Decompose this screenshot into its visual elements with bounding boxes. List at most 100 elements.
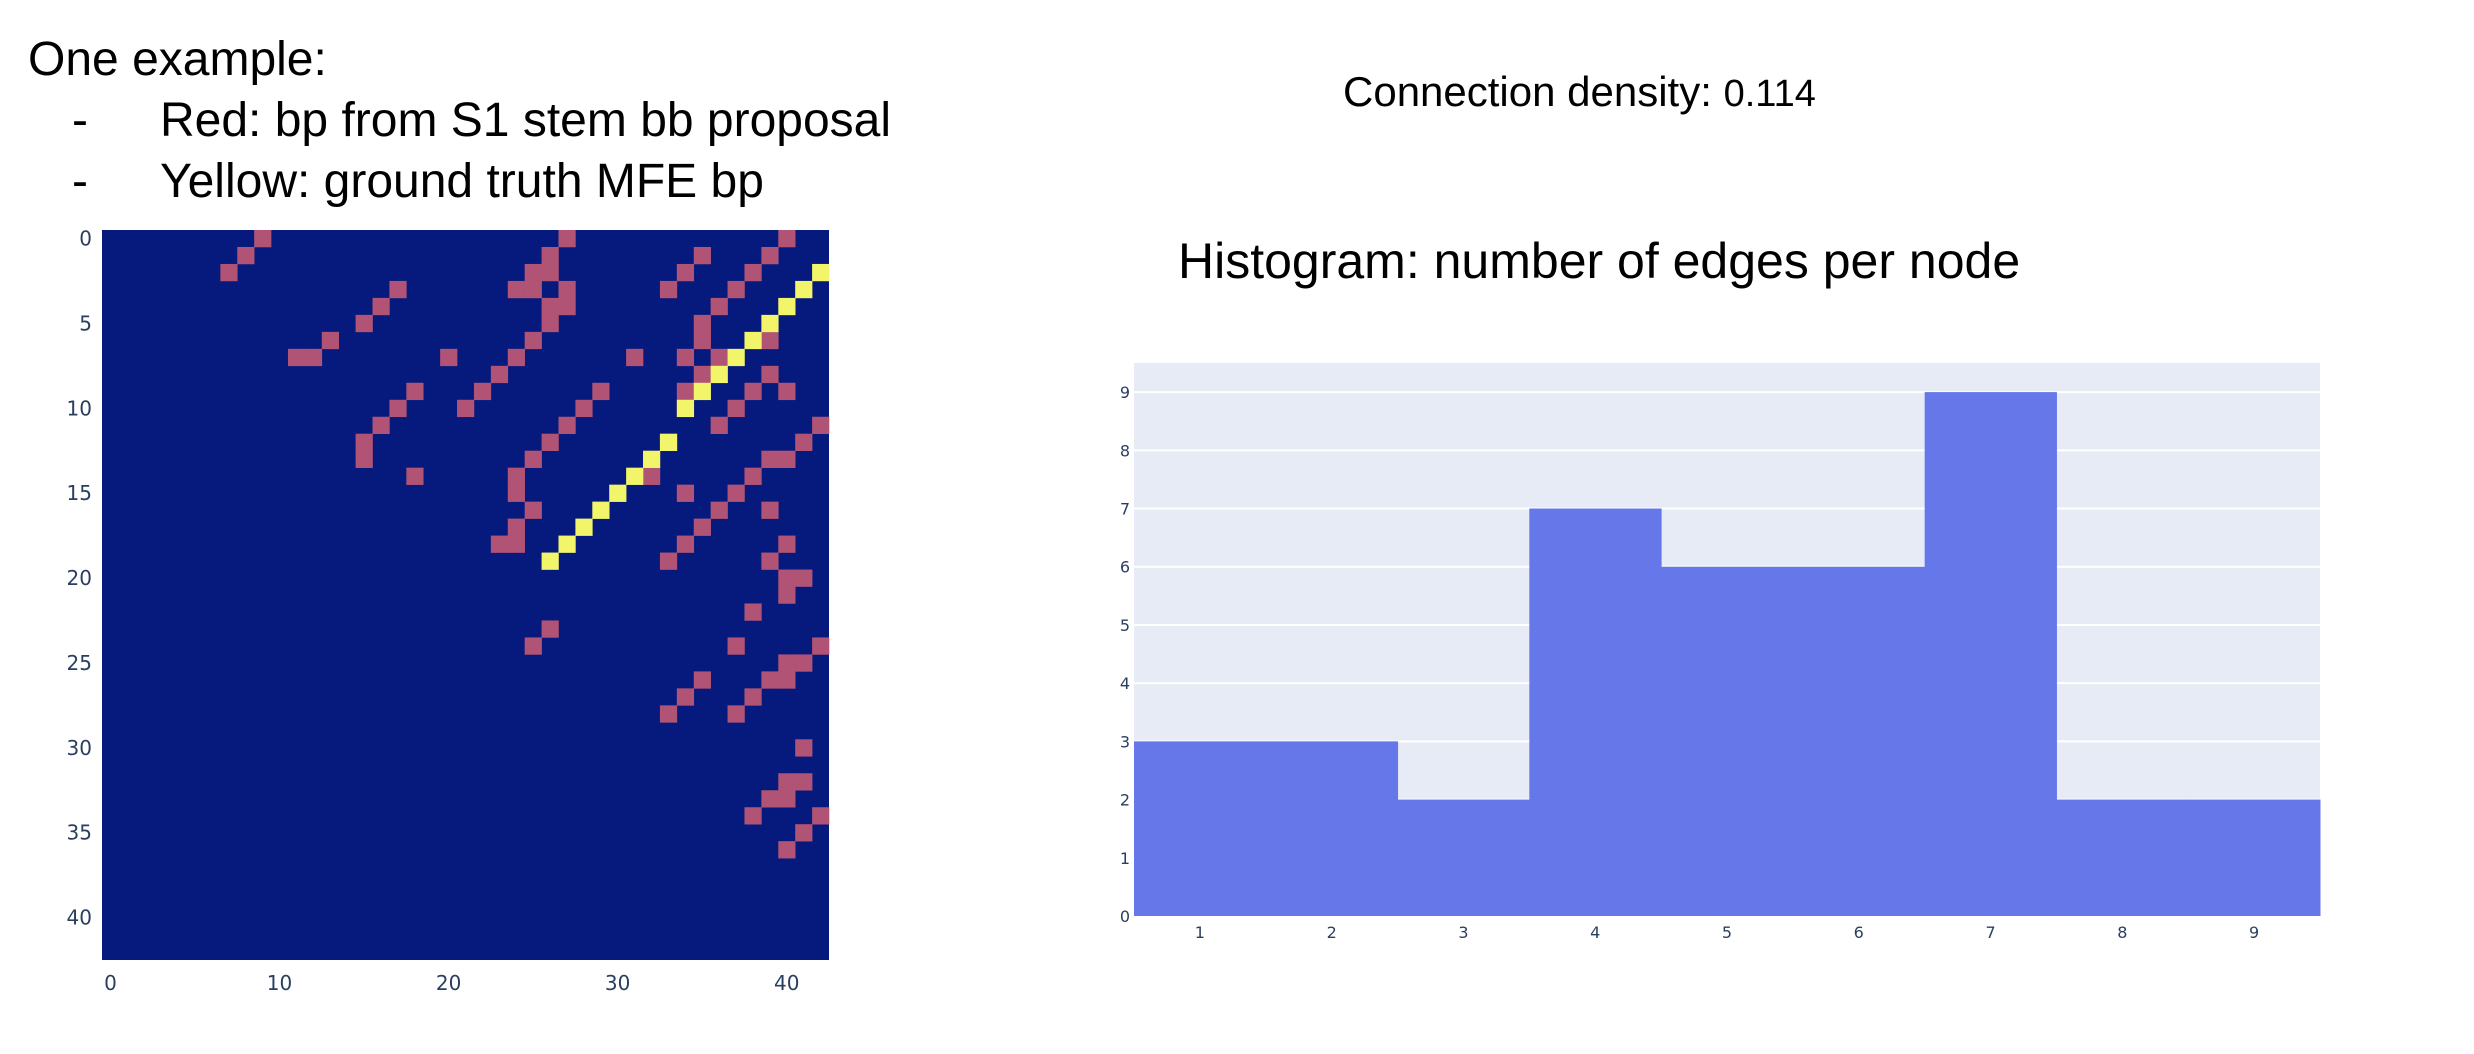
heatmap-cell-red [558,297,576,316]
heatmap-x-tick: 10 [267,971,292,995]
heatmap-cell-red [541,297,559,316]
histogram-x-tick: 8 [2117,923,2127,942]
heatmap-cell-red [761,552,779,570]
heatmap-cell-red [287,348,306,367]
heatmap-cell-red [676,348,695,367]
histogram-y-tick: 0 [1120,907,1130,926]
heatmap-cell-yellow [693,382,711,401]
heatmap-cell-red [812,637,830,655]
heatmap-cell-red [541,246,559,265]
heatmap-cell-red [761,365,779,384]
heatmap-cell-red [541,263,559,282]
heatmap-cell-yellow [727,348,745,367]
heatmap-cell-yellow [778,297,796,316]
heatmap-cell-red [321,331,339,350]
heatmap-cell-red [524,331,542,350]
heatmap-cell-red [744,807,762,825]
heatmap-cell-yellow [676,399,695,418]
heatmap-cell-red [727,484,745,502]
histogram-x-tick: 3 [1458,923,1468,942]
heatmap-cell-yellow [812,263,830,282]
heatmap-cell-red [744,688,762,706]
heatmap-cell-red [744,382,762,401]
heatmap-cell-red [372,297,390,316]
heatmap-cell-red [761,331,779,350]
heatmap-cell-red [524,637,542,655]
heatmap-cell-red [355,433,373,451]
heatmap-cell-red [406,382,424,401]
heatmap-cell-red [558,230,576,248]
heatmap-cell-red [507,280,525,299]
bullet-yellow-text: Yellow: ground truth MFE bp [160,155,764,208]
heatmap-cell-red [761,671,779,689]
heatmap-cell-red [676,688,695,706]
heatmap-cell-red [693,365,711,384]
heatmap-cell-red [659,705,678,723]
heatmap-y-tick: 0 [79,226,92,250]
heatmap-cell-red [778,450,796,468]
heatmap-cell-red [304,348,323,367]
heatmap-cell-red [389,399,407,418]
histogram-y-tick: 3 [1120,732,1130,751]
heatmap-cell-yellow [744,331,762,350]
density-label: Connection density: [1343,68,1712,115]
heatmap-cell-red [795,739,813,757]
histogram-y-tick: 6 [1120,558,1130,577]
histogram-bar [1265,741,1399,916]
heatmap-cell-red [524,263,542,282]
histogram-bar [1529,508,1662,916]
heatmap-cell-red [676,484,695,502]
heatmap-cell-red [710,348,728,367]
histogram-y-tick: 5 [1120,616,1130,635]
heatmap-y-tick: 25 [67,651,92,675]
histogram-y-tick: 9 [1120,383,1130,402]
histogram-y-tick: 1 [1120,849,1130,868]
heatmap-cell-red [761,790,779,808]
heatmap-cell-red [778,841,796,859]
bullet-red-text: Red: bp from S1 stem bb proposal [160,94,892,147]
heatmap-cell-red [744,263,762,282]
heatmap-cell-yellow [575,518,593,536]
heatmap-background [102,230,829,960]
heatmap-cell-red [693,671,711,689]
heatmap-cell-red [406,467,424,485]
histogram-bar [1397,799,1530,916]
heatmap-cell-yellow [541,552,559,570]
heatmap-cell-red [541,433,559,451]
heatmap-cell-red [795,773,813,791]
heatmap-cell-red [710,297,728,316]
heatmap-x-tick: 0 [104,971,117,995]
heatmap-cell-red [507,535,525,553]
heatmap-cell-red [592,382,610,401]
histogram-bar [1924,392,2057,917]
histogram-x-tick: 5 [1722,923,1732,942]
heatmap-cell-red [778,790,796,808]
heatmap-cell-red [237,246,255,265]
histogram-x-tick: 9 [2249,923,2259,942]
histogram-bar [2056,799,2189,916]
heatmap-cell-red [727,637,745,655]
heatmap-y-tick: 15 [67,481,92,505]
heatmap-cell-red [744,603,762,621]
histogram-x-tick: 1 [1195,923,1205,942]
heatmap-y-tick: 20 [67,566,92,590]
heatmap-cell-red [795,433,813,451]
histogram-x-tick: 4 [1590,923,1600,942]
heatmap-cell-red [524,450,542,468]
histogram-bar [2188,799,2321,916]
heatmap-y-tick: 30 [67,736,92,760]
bullet-yellow: - Yellow: ground truth MFE bp [72,151,891,212]
heatmap-cell-red [507,467,525,485]
bullet-red: - Red: bp from S1 stem bb proposal [72,90,891,151]
heatmap-cell-red [490,535,509,553]
heatmap-y-tick: 10 [67,396,92,420]
heatmap-cell-red [659,280,678,299]
heatmap-cell-red [558,416,576,435]
slide-title: One example: [28,33,327,86]
legend-bullets: - Red: bp from S1 stem bb proposal - Yel… [72,90,891,212]
connection-density: Connection density: 0.114 [1343,68,1816,116]
heatmap-cell-red [541,620,559,638]
heatmap-cell-red [355,314,373,333]
heatmap-cell-red [727,705,745,723]
heatmap-cell-red [761,450,779,468]
